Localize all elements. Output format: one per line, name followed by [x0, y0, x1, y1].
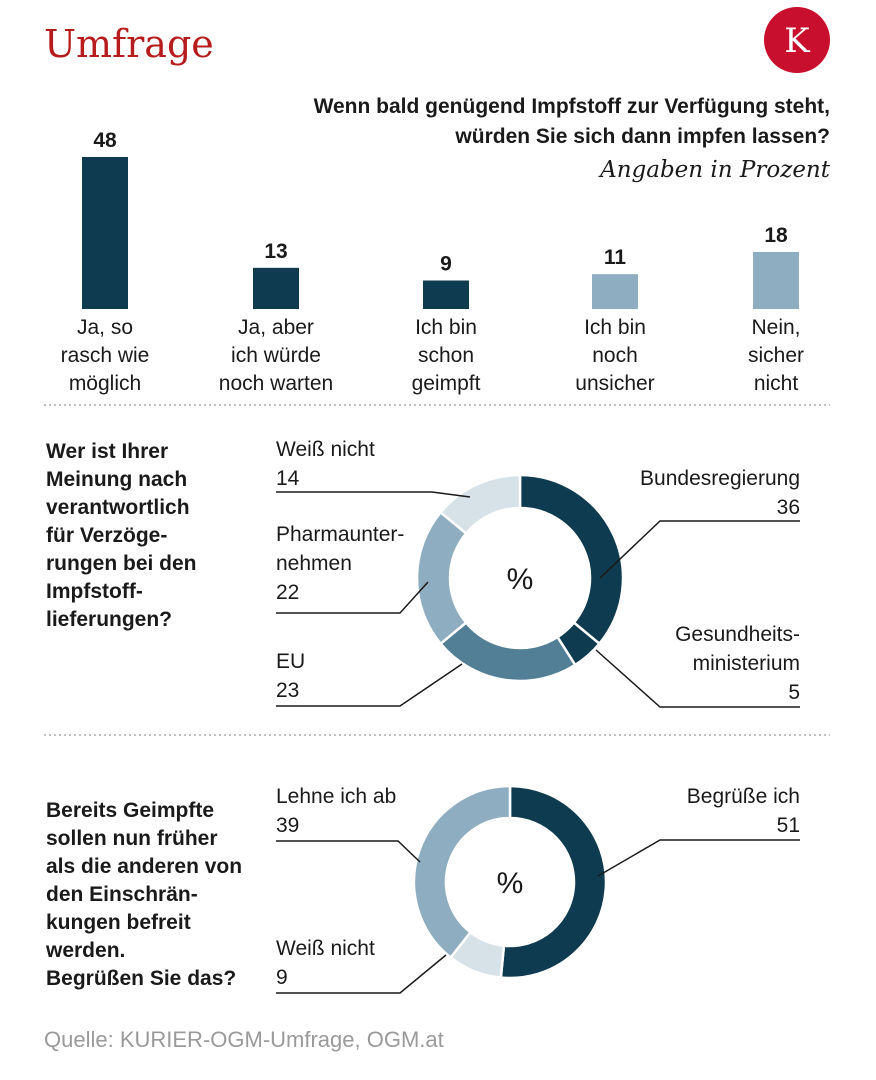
slice-label: Weiß nicht 9: [276, 937, 375, 989]
donut-center-label: %: [497, 867, 524, 900]
slice-label: EU 23: [276, 650, 305, 702]
leader-line: [597, 839, 800, 877]
bar-value-label: 48: [93, 129, 117, 152]
bar-category-label: Ich bin noch unsicher: [575, 316, 654, 395]
donut-slice: [518, 473, 625, 646]
bar-value-label: 13: [264, 240, 287, 263]
donut-question: Bereits Geimpfte sollen nun früher als die…: [45, 799, 242, 990]
page-title: Umfrage: [44, 22, 214, 66]
bar: [423, 280, 469, 309]
donut-slice: [438, 473, 522, 536]
bar-value-label: 11: [604, 246, 627, 269]
bar: [253, 267, 299, 309]
slice-label: Pharmaunter-nehmen 22: [276, 523, 404, 604]
source-note: Quelle: KURIER-OGM-Umfrage, OGM.at: [44, 1027, 444, 1052]
bar: [82, 157, 128, 309]
slice-label: Gesundheits-ministerium 5: [675, 623, 800, 704]
donut-center-label: %: [507, 563, 534, 596]
bar: [592, 274, 638, 309]
leader-line: [276, 663, 463, 707]
kurier-logo: K: [764, 7, 830, 73]
bar-chart: Wenn bald genügend Impfstoff zur Verfügu…: [61, 95, 831, 395]
slice-label: Bundesregierung 36: [640, 467, 800, 519]
bar-category-label: Ja, so rasch wie möglich: [61, 316, 150, 395]
logo-letter: K: [784, 21, 810, 61]
donut-chart-vaccinated: Bereits Geimpfte sollen nun früher als die…: [45, 784, 800, 994]
slice-label: Weiß nicht 14: [276, 438, 375, 490]
bar-chart-title: Wenn bald genügend Impfstoff zur Verfügu…: [314, 95, 830, 148]
donut-chart-delays: Wer ist Ihrer Meinung nach verantwortlich f…: [46, 438, 800, 708]
leader-line: [276, 954, 447, 994]
leader-line: [276, 491, 471, 498]
donut-question: Wer ist Ihrer Meinung nach verantwortlich f…: [46, 440, 197, 631]
bar-category-label: Nein, sicher nicht: [748, 316, 804, 395]
leader-line: [276, 840, 421, 863]
leader-line: [595, 649, 800, 708]
donut-slice: [412, 784, 512, 960]
donut-slice: [438, 620, 577, 683]
donut-slice: [499, 784, 608, 980]
leader-line: [276, 581, 429, 614]
bar-chart-subtitle: Angaben in Prozent: [598, 157, 831, 183]
bar-value-label: 18: [764, 224, 788, 247]
leader-line: [599, 520, 800, 579]
slice-label: Begrüße ich 51: [687, 785, 800, 837]
logo-badge-icon: [764, 7, 830, 73]
bar-value-label: 9: [440, 253, 452, 276]
bar-category-label: Ich bin schon geimpft: [412, 316, 481, 395]
bar: [753, 252, 799, 309]
bar-category-label: Ja, aber ich würde noch warten: [219, 316, 333, 395]
donut-slice: [415, 510, 468, 646]
slice-label: Lehne ich ab 39: [276, 785, 396, 837]
